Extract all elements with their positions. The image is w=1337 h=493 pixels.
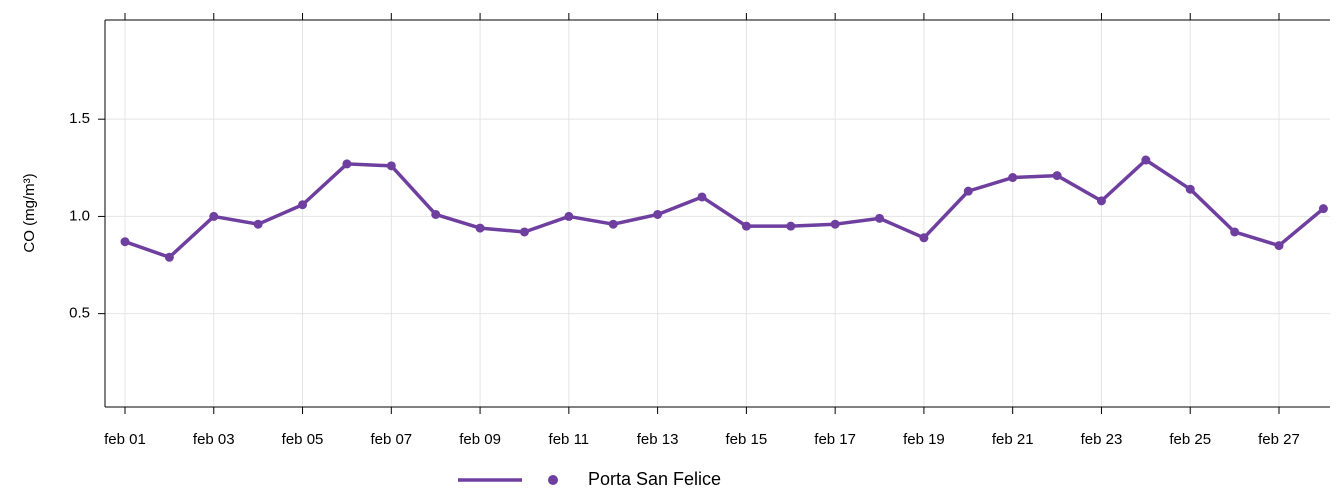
point [1141,155,1151,165]
x-tick-label: feb 25 [1169,431,1211,448]
point [519,227,529,237]
point [1230,227,1240,237]
y-tick-label: 1.5 [69,110,90,127]
point [120,237,130,247]
x-tick-label: feb 21 [992,431,1034,448]
x-tick-label: feb 11 [549,431,590,448]
x-tick-label: feb 23 [1081,431,1123,448]
x-tick-label: feb 07 [370,431,412,448]
point [564,211,574,221]
point [475,223,485,233]
point [919,233,929,243]
point [342,159,352,169]
series-line [124,158,1325,260]
point [1185,184,1195,194]
x-tick-label: feb 01 [104,431,146,448]
legend-marker [548,475,558,485]
y-tick-label: 1.0 [69,207,90,224]
point [875,213,885,223]
point [253,219,263,229]
point [1318,204,1328,214]
x-tick-label: feb 27 [1258,431,1300,448]
point [697,192,707,202]
point [741,221,751,231]
point [1052,171,1062,181]
x-tick-label: feb 09 [459,431,501,448]
point [386,161,396,171]
point [209,211,219,221]
point [1274,241,1284,251]
point [1096,196,1106,206]
point [653,209,663,219]
point [786,221,796,231]
x-tick-label: feb 05 [282,431,324,448]
x-tick-label: feb 17 [814,431,856,448]
x-tick-label: feb 13 [637,431,679,448]
x-tick-label: feb 19 [903,431,945,448]
point [431,209,441,219]
point [298,200,308,210]
legend-label: Porta San Felice [588,469,721,488]
point [830,219,840,229]
point [164,252,174,262]
point [1008,173,1018,183]
y-axis-title: CO (mg/m³) [21,173,38,252]
y-tick-label: 0.5 [69,305,90,322]
x-tick-label: feb 03 [193,431,235,448]
x-tick-label: feb 15 [726,431,768,448]
point [963,186,973,196]
point [608,219,618,229]
